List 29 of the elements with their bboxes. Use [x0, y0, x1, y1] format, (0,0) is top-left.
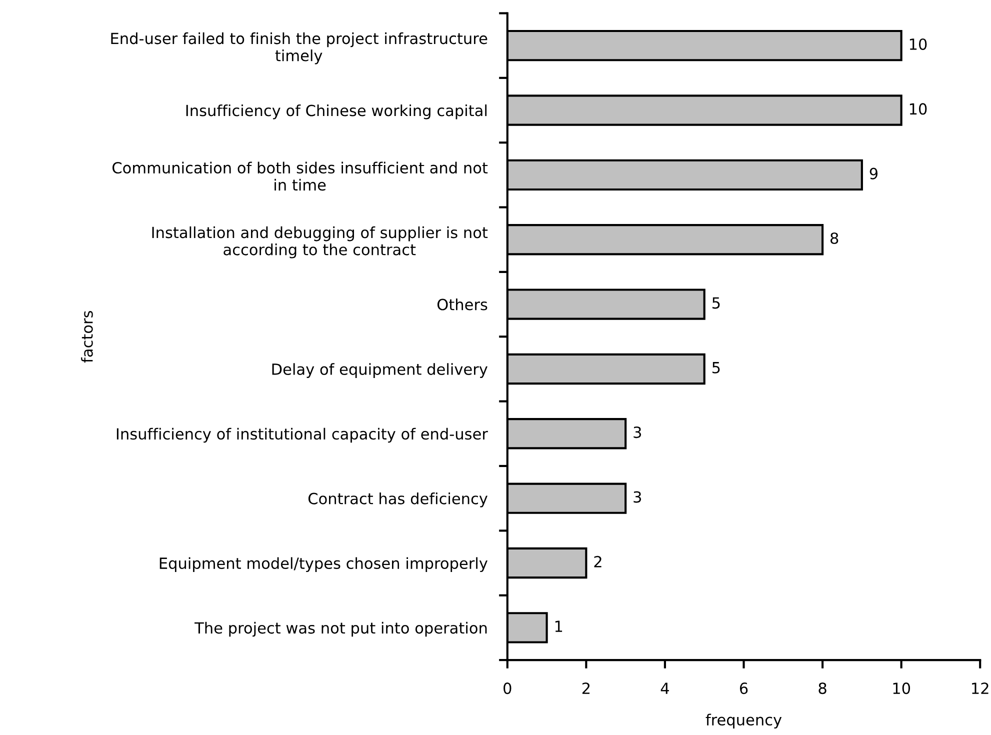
x-axis-title: frequency — [706, 714, 782, 728]
y-tick-label: Contract has deficiency — [308, 492, 488, 508]
x-tick-label: 0 — [504, 682, 512, 694]
data-label: 1 — [555, 620, 562, 632]
data-label: 10 — [910, 103, 927, 115]
data-label: 10 — [910, 38, 927, 50]
y-tick-label: Insufficiency of Chinese working capital — [186, 104, 487, 120]
data-label: 3 — [634, 491, 642, 503]
y-tick-label: Others — [437, 298, 488, 310]
y-axis-title: factors — [81, 311, 93, 363]
y-tick-label: End-user failed to finish the project infrastructure timely — [111, 32, 488, 64]
data-label: 8 — [830, 232, 838, 244]
y-tick-label: Delay of equipment delivery — [272, 363, 488, 378]
y-tick-label: The project was not put into operation — [194, 622, 487, 637]
y-tick-label: Installation and debugging of supplier is not according to the contract — [152, 226, 488, 258]
data-label: 5 — [712, 297, 720, 309]
y-tick-label: Communication of both sides insufficient and not in time — [112, 162, 488, 191]
data-label: 5 — [712, 362, 720, 374]
x-tick-label: 2 — [582, 682, 590, 694]
data-label: 9 — [870, 168, 878, 180]
x-tick-label: 10 — [893, 682, 910, 694]
y-tick-label: Insufficiency of institutional capacity of end-user — [116, 428, 488, 443]
data-label: 2 — [594, 556, 602, 568]
x-tick-label: 12 — [972, 682, 988, 694]
x-tick-label: 6 — [740, 682, 748, 694]
y-tick-label: Equipment model/types chosen improperly — [160, 557, 488, 572]
x-tick-label: 8 — [818, 682, 826, 694]
data-label: 3 — [634, 426, 642, 438]
x-tick-label: 4 — [660, 682, 669, 694]
